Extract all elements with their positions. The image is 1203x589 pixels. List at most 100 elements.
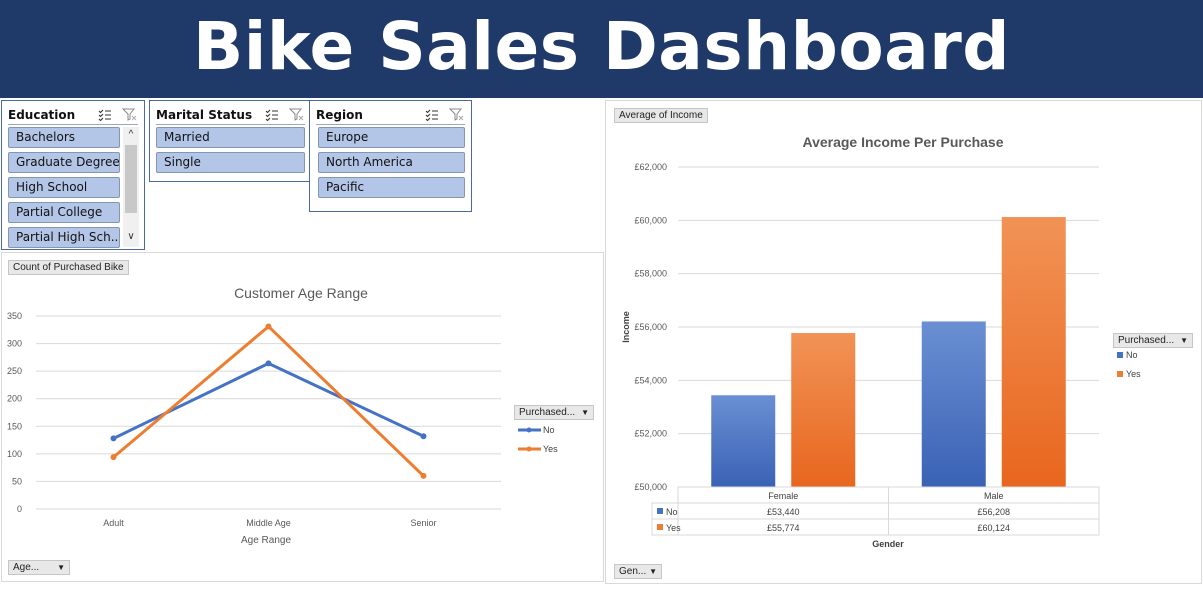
age-axis-filter-label: Age... [13,562,40,573]
marital-slicer-header: Marital Status [156,105,305,125]
count-purchased-field-button[interactable]: Count of Purchased Bike [8,260,129,275]
slicer-item-pacific[interactable]: Pacific [318,177,465,198]
slicer-item-north-america[interactable]: North America [318,152,465,173]
data-point-yes [110,454,117,461]
gender-axis-filter[interactable]: Gen... ▼ [614,564,662,579]
purchased-legend-filter[interactable]: Purchased... ▼ [514,405,594,420]
data-point-yes [420,472,427,479]
bar-no-male [921,321,986,487]
marital-status-slicer: Marital Status Married Single [149,100,312,182]
dashboard-title: Bike Sales Dashboard [192,8,1011,85]
clear-filter-icon[interactable] [289,108,305,122]
education-slicer-header: Education [8,105,138,125]
data-point-no [110,435,117,442]
y-tick-label: 100 [7,449,22,459]
marital-slicer-title: Marital Status [156,107,253,122]
x-tick-label: Senior [410,518,436,528]
table-value: £56,208 [977,507,1010,517]
chart-title: Customer Age Range [234,285,368,301]
y-tick-label: 150 [7,421,22,431]
age-axis-filter[interactable]: Age... ▼ [8,560,70,575]
multi-select-icon[interactable] [425,109,439,121]
y-tick-label: 200 [7,394,22,404]
slicer-item-europe[interactable]: Europe [318,127,465,148]
slicer-item-partial-college[interactable]: Partial College [8,202,120,223]
region-slicer: Region Europe North America Pacific [309,100,472,212]
clear-filter-icon[interactable] [449,108,465,122]
purchased-legend-filter-label: Purchased... [519,407,576,418]
data-point-yes [265,323,272,330]
income-bar-chart: Average Income Per Purchase £50,000 £52,00… [621,134,1141,549]
dropdown-caret-icon: ▼ [649,567,657,576]
purchased-legend-filter-income-label: Purchased... [1118,335,1175,346]
table-row [651,518,1100,536]
x-axis-label: Gender [872,539,904,549]
legend-label-yes: Yes [543,444,558,454]
y-tick-label: £56,000 [634,322,667,332]
slicer-item-high-school[interactable]: High School [8,177,120,198]
y-tick-label: £54,000 [634,375,667,385]
dropdown-caret-icon: ▼ [57,563,65,572]
table-value: £60,124 [977,523,1010,533]
dropdown-caret-icon: ▼ [581,408,589,417]
slicer-item-single[interactable]: Single [156,152,305,173]
y-tick-label: £52,000 [634,429,667,439]
data-point-no [420,433,427,440]
table-legend-key-no [657,508,663,514]
legend-label-yes: Yes [1126,369,1141,379]
y-tick-label: 250 [7,366,22,376]
table-legend-key-yes [657,524,663,530]
legend-marker-yes [526,446,532,452]
legend-swatch-yes [1117,371,1123,377]
x-axis-label: Age Range [241,535,291,546]
gender-axis-filter-label: Gen... [619,566,647,577]
age-range-line-chart: Customer Age Range 0 50 100 150 200 250 300 350 A… [7,285,558,546]
slicer-item-partial-high-school[interactable]: Partial High Sch... [8,227,120,248]
scroll-up-icon[interactable]: ^ [128,129,134,140]
series-line-no [112,361,425,440]
legend-label-no: No [1126,350,1138,360]
bar-yes-female [791,333,856,487]
bar-no-female [711,395,776,487]
x-tick-label: Middle Age [246,518,291,528]
education-slicer-title: Education [8,107,76,122]
table-value: £55,774 [767,523,800,533]
y-tick-label: 50 [12,476,22,486]
multi-select-icon[interactable] [265,109,279,121]
y-tick-label: £50,000 [634,482,667,492]
y-tick-label: 300 [7,339,22,349]
dropdown-caret-icon: ▼ [1180,336,1188,345]
region-slicer-header: Region [316,105,465,125]
table-series-label: No [666,507,678,517]
multi-select-icon[interactable] [98,109,112,121]
legend-label-no: No [543,425,555,435]
education-scrollbar[interactable]: ^ ∨ [123,127,139,247]
table-row [651,502,1100,520]
data-point-no [265,360,272,367]
slicer-item-bachelors[interactable]: Bachelors [8,127,120,148]
region-slicer-title: Region [316,107,363,122]
chart-title: Average Income Per Purchase [802,134,1003,150]
education-slicer: Education Bachelors Graduate Degree High… [1,100,145,250]
dashboard-banner: Bike Sales Dashboard [0,0,1203,98]
scroll-down-icon[interactable]: ∨ [127,231,135,242]
scroll-thumb[interactable] [125,145,137,213]
table-value: £53,440 [767,507,800,517]
average-income-field-button[interactable]: Average of Income [614,108,708,123]
x-tick-label: Adult [103,518,124,528]
age-range-chart-panel[interactable] [1,252,604,582]
slicer-item-graduate-degree[interactable]: Graduate Degree [8,152,120,173]
y-tick-label: 0 [17,504,22,514]
table-category-label: Male [984,491,1004,501]
y-axis-label: Income [621,311,631,343]
table-series-label: Yes [666,523,681,533]
slicer-item-married[interactable]: Married [156,127,305,148]
bar-yes-male [1001,217,1066,487]
purchased-legend-filter-income[interactable]: Purchased... ▼ [1113,333,1193,348]
legend-swatch-no [1117,352,1123,358]
table-category-label: Female [768,491,798,501]
legend-marker-no [526,427,532,433]
y-tick-label: 350 [7,311,22,321]
clear-filter-icon[interactable] [122,108,138,122]
y-tick-label: £60,000 [634,215,667,225]
